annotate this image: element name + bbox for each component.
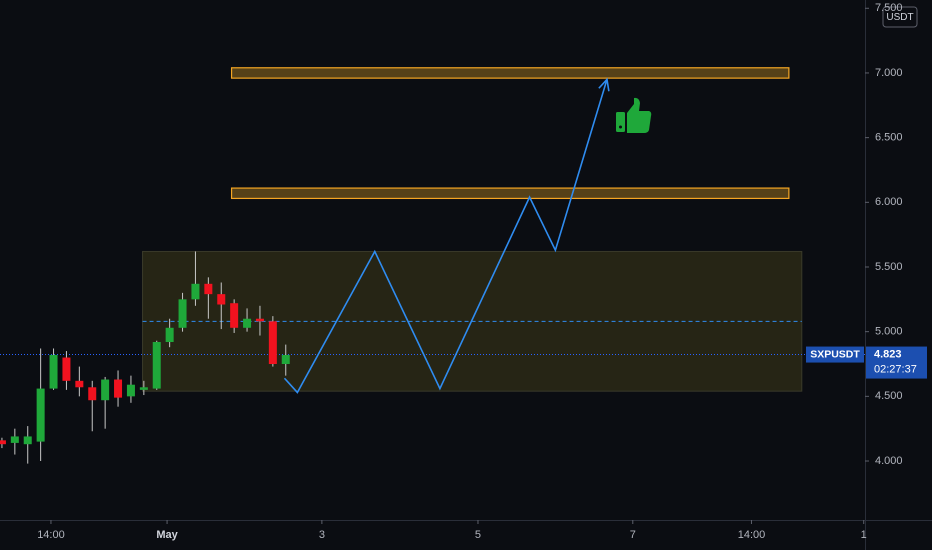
candle-body <box>75 380 84 388</box>
candle-body <box>62 357 71 381</box>
y-tick-label: 7.500 <box>875 2 903 14</box>
candle-body <box>88 387 97 401</box>
candle-body <box>255 318 264 322</box>
symbol-label: SXPUSDT <box>810 348 860 360</box>
x-tick-label: May <box>156 529 178 541</box>
candle-body <box>114 379 123 398</box>
x-tick-label: 3 <box>319 529 325 541</box>
y-tick-label: 4.000 <box>875 455 903 467</box>
candle-body <box>36 388 45 442</box>
candle-body <box>204 283 213 295</box>
resistance-zone <box>230 187 790 200</box>
candle-body <box>49 354 58 389</box>
projection-path <box>283 79 608 394</box>
x-tick-label: 14:00 <box>738 529 766 541</box>
candle-body <box>217 294 226 305</box>
y-tick-label: 6.500 <box>875 132 903 144</box>
x-tick-label: 5 <box>475 529 481 541</box>
candle-body <box>23 436 32 445</box>
candle-body <box>152 342 161 389</box>
candle-body <box>230 303 239 328</box>
x-tick-label: 1 <box>861 529 867 541</box>
x-tick-label: 14:00 <box>37 529 65 541</box>
price-label-box <box>866 346 927 379</box>
candle-body <box>10 436 19 443</box>
candle-body <box>0 440 6 445</box>
symbol-label-box <box>806 346 864 363</box>
countdown-label: 02:27:37 <box>874 363 917 375</box>
y-tick-label: 7.000 <box>875 67 903 79</box>
x-tick-label: 7 <box>630 529 636 541</box>
candle-body <box>165 327 174 343</box>
arrow-head <box>598 77 610 92</box>
candle-body <box>268 321 277 364</box>
thumbs-up-icon <box>616 97 652 133</box>
candle-body <box>101 379 110 401</box>
candle-body <box>139 387 148 390</box>
y-tick-label: 4.500 <box>875 390 903 402</box>
last-price-label: 4.823 <box>874 348 902 360</box>
candle-body <box>126 384 135 397</box>
candle-body <box>281 354 290 364</box>
candle-body <box>243 318 252 328</box>
y-tick-label: 5.500 <box>875 261 903 273</box>
y-tick-label: 5.000 <box>875 326 903 338</box>
currency-badge[interactable] <box>882 6 918 28</box>
candle-body <box>191 283 200 300</box>
candle-body <box>178 299 187 328</box>
currency-label: USDT <box>886 12 913 23</box>
y-tick-label: 6.000 <box>875 196 903 208</box>
resistance-zone <box>230 67 790 79</box>
